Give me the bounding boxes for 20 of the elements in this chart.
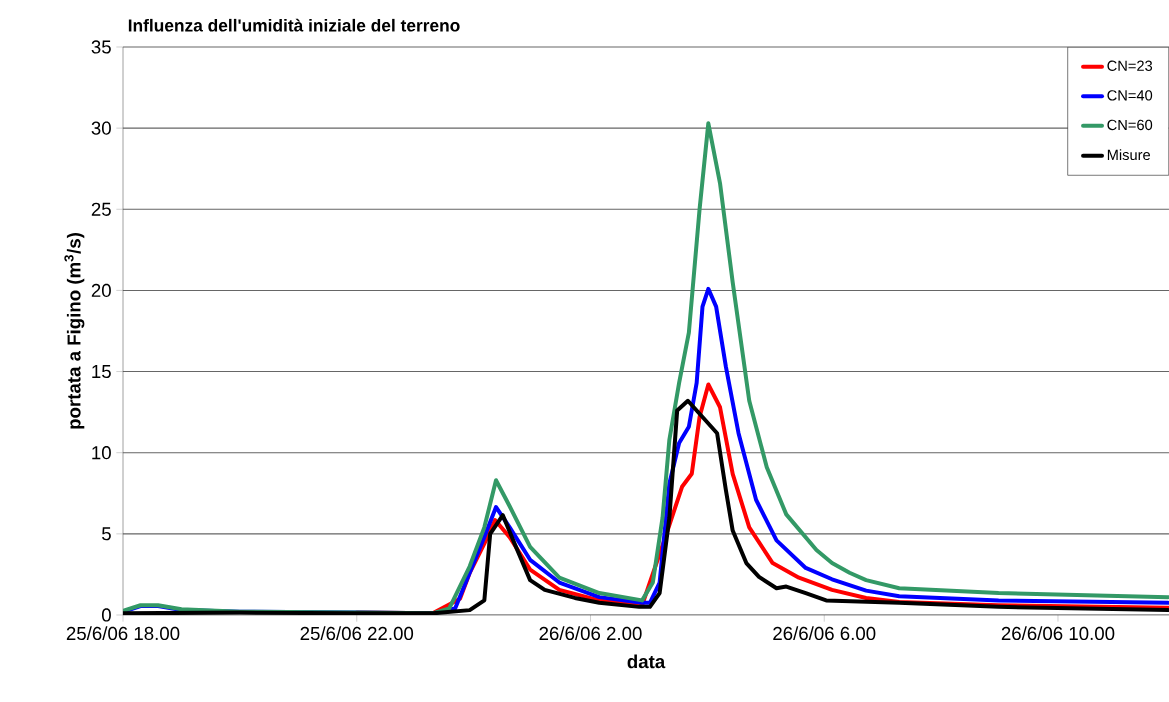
legend-label: CN=60: [1107, 119, 1153, 131]
x-tick-label: 26/6/06 10.00: [1001, 626, 1115, 641]
y-tick-label: 5: [102, 527, 111, 541]
chart-title: Influenza dell'umidità iniziale del terreno: [128, 18, 460, 32]
y-tick-label: 20: [91, 283, 111, 298]
y-tick-label: 30: [91, 121, 111, 135]
y-tick-label: 15: [92, 365, 111, 379]
legend-label: CN=40: [1107, 90, 1153, 101]
y-tick-label: 10: [92, 446, 111, 460]
x-tick-label: 26/6/06 6.00: [773, 626, 876, 641]
x-tick-label: 25/6/06 18.00: [66, 626, 180, 641]
legend-label: CN=23: [1107, 60, 1153, 71]
y-tick-label: 35: [91, 40, 111, 54]
x-tick-label: 26/6/06 2.00: [539, 626, 642, 641]
y-axis-title: portata a Figino (m$^{3}$/s): [64, 233, 85, 429]
x-axis-title: data: [627, 654, 666, 669]
legend-label: Misure: [1107, 149, 1151, 161]
x-tick-label: 25/6/06 22.00: [300, 626, 414, 641]
y-tick-label: 25: [91, 202, 111, 216]
y-tick-label: 0: [101, 608, 111, 622]
